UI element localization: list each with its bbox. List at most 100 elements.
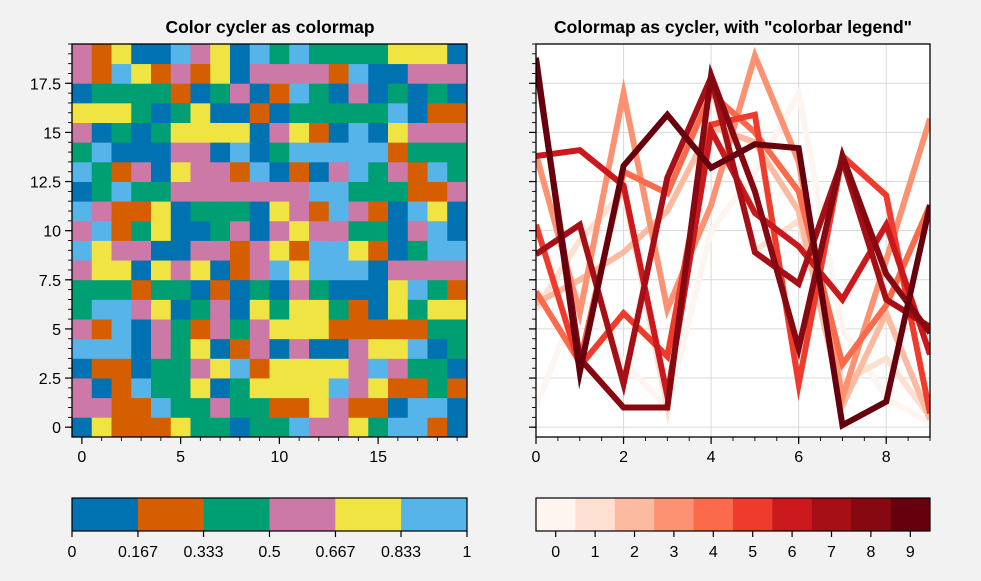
heatmap-cell bbox=[249, 299, 270, 320]
colorbar-swatch bbox=[203, 498, 270, 531]
heatmap-cell bbox=[230, 417, 251, 438]
colorbar-legend-swatch bbox=[536, 498, 576, 531]
heatmap-cell bbox=[230, 279, 251, 300]
heatmap-cell bbox=[368, 358, 389, 379]
colorbar-swatch bbox=[401, 498, 468, 531]
heatmap-cell bbox=[190, 417, 211, 438]
heatmap-cell bbox=[447, 161, 468, 182]
heatmap-cell bbox=[348, 181, 369, 202]
line-series-group bbox=[536, 46, 930, 430]
heatmap-cell bbox=[407, 161, 428, 182]
heatmap-cell bbox=[190, 220, 211, 241]
x-tick-label: 0 bbox=[77, 449, 86, 466]
heatmap-cell bbox=[131, 63, 152, 84]
heatmap-cell bbox=[309, 240, 330, 261]
heatmap-cell bbox=[210, 417, 231, 438]
heatmap-cell bbox=[348, 338, 369, 359]
heatmap-cell bbox=[91, 299, 112, 320]
heatmap-cell bbox=[309, 338, 330, 359]
heatmap-cell bbox=[249, 181, 270, 202]
colorbar-legend-tick-label: 8 bbox=[866, 544, 875, 561]
heatmap-cell bbox=[230, 142, 251, 163]
heatmap-cell bbox=[269, 279, 290, 300]
heatmap-cell bbox=[72, 201, 93, 222]
heatmap-cell bbox=[131, 142, 152, 163]
heatmap-cell bbox=[249, 417, 270, 438]
heatmap-cell bbox=[230, 378, 251, 399]
heatmap-cell bbox=[447, 378, 468, 399]
heatmap-cell bbox=[170, 279, 191, 300]
heatmap-cell bbox=[309, 279, 330, 300]
heatmap-cell bbox=[388, 201, 409, 222]
heatmap-cell bbox=[328, 63, 349, 84]
heatmap-cell bbox=[388, 181, 409, 202]
heatmap-cell bbox=[309, 181, 330, 202]
heatmap-cell bbox=[111, 63, 132, 84]
heatmap-cell bbox=[388, 260, 409, 281]
heatmap-cell bbox=[190, 102, 211, 123]
heatmap-cell bbox=[407, 83, 428, 104]
heatmap-cell bbox=[131, 417, 152, 438]
heatmap-cell bbox=[368, 44, 389, 65]
heatmap-cell bbox=[210, 122, 231, 143]
heatmap-cell bbox=[388, 299, 409, 320]
heatmap-cell bbox=[151, 338, 172, 359]
heatmap-cell bbox=[427, 220, 448, 241]
heatmap-cell bbox=[368, 102, 389, 123]
heatmap-cell bbox=[328, 299, 349, 320]
heatmap-cell bbox=[368, 417, 389, 438]
heatmap-cell bbox=[289, 299, 310, 320]
heatmap-cell bbox=[210, 161, 231, 182]
heatmap-cell bbox=[170, 122, 191, 143]
heatmap-cell bbox=[210, 260, 231, 281]
heatmap-cell bbox=[151, 220, 172, 241]
line-series-7 bbox=[536, 68, 930, 397]
heatmap-cell bbox=[388, 417, 409, 438]
heatmap-cell bbox=[72, 358, 93, 379]
heatmap-cell bbox=[111, 102, 132, 123]
colorbar-legend-swatch bbox=[733, 498, 773, 531]
heatmap-cell bbox=[388, 142, 409, 163]
heatmap-cell bbox=[170, 181, 191, 202]
heatmap-cell bbox=[407, 260, 428, 281]
heatmap-cell bbox=[230, 161, 251, 182]
heatmap-cell bbox=[388, 378, 409, 399]
colorbar-legend-swatch bbox=[575, 498, 616, 531]
heatmap-cell bbox=[151, 44, 172, 65]
heatmap-cell bbox=[388, 83, 409, 104]
heatmap-cell bbox=[348, 122, 369, 143]
heatmap-cell bbox=[447, 63, 468, 84]
heatmap-cell bbox=[368, 279, 389, 300]
heatmap-cell bbox=[91, 44, 112, 65]
heatmap-cell bbox=[151, 417, 172, 438]
heatmap-cell bbox=[190, 240, 211, 261]
heatmap-cell bbox=[249, 260, 270, 281]
heatmap-cell bbox=[249, 279, 270, 300]
heatmap-cell bbox=[427, 358, 448, 379]
heatmap-cell bbox=[348, 319, 369, 340]
heatmap-cell bbox=[91, 338, 112, 359]
heatmap-cell bbox=[388, 240, 409, 261]
heatmap-cell bbox=[170, 220, 191, 241]
heatmap-cell bbox=[348, 83, 369, 104]
heatmap-cell bbox=[447, 338, 468, 359]
colorbar-legend-swatch bbox=[890, 498, 931, 531]
heatmap-cell bbox=[407, 44, 428, 65]
heatmap-cell bbox=[131, 358, 152, 379]
heatmap-cell bbox=[72, 279, 93, 300]
heatmap-cell bbox=[388, 338, 409, 359]
heatmap-cell bbox=[388, 161, 409, 182]
heatmap-cell bbox=[368, 220, 389, 241]
heatmap-cell bbox=[289, 279, 310, 300]
heatmap-cell bbox=[170, 338, 191, 359]
heatmap-cell bbox=[91, 240, 112, 261]
heatmap-cell bbox=[72, 63, 93, 84]
heatmap-cell bbox=[151, 279, 172, 300]
heatmap-cell bbox=[131, 397, 152, 418]
colorbar-legend-frame bbox=[535, 497, 931, 532]
heatmap-cell bbox=[309, 122, 330, 143]
heatmap-cell bbox=[230, 63, 251, 84]
heatmap-cell bbox=[190, 63, 211, 84]
heatmap-cell bbox=[348, 299, 369, 320]
heatmap-cell bbox=[170, 319, 191, 340]
